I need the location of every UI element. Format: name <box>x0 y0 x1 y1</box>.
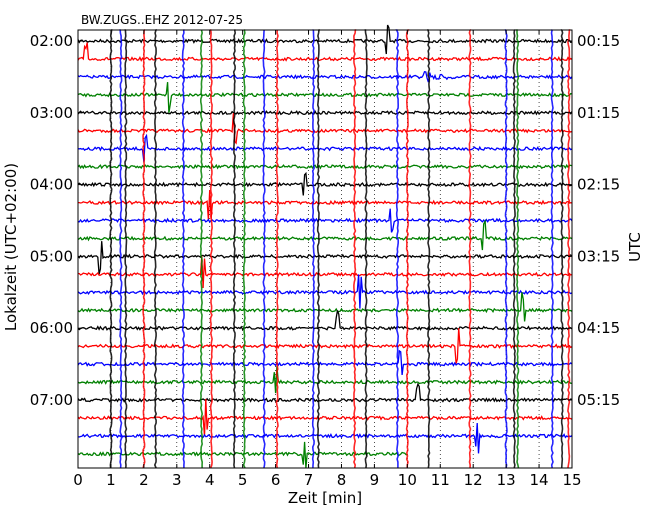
trace-line <box>77 113 573 145</box>
x-tick-label: 6 <box>271 471 281 489</box>
trace-line <box>77 310 573 331</box>
spike-mark <box>109 29 113 469</box>
plot-frame <box>77 29 573 469</box>
right-tick-label: 01:15 <box>577 104 620 122</box>
trace-line <box>77 292 573 322</box>
trace-line <box>77 42 573 62</box>
left-tick-label: 07:00 <box>30 391 73 409</box>
trace-line <box>77 163 573 170</box>
x-tick-label: 12 <box>464 471 483 489</box>
spike-mark <box>119 29 123 469</box>
x-tick-label: 15 <box>562 471 581 489</box>
trace-line <box>77 24 573 55</box>
x-tick-label: 7 <box>304 471 314 489</box>
right-tick-label: 05:15 <box>577 391 620 409</box>
spike-mark <box>560 29 564 469</box>
trace-line <box>77 441 408 469</box>
x-tick-label: 4 <box>205 471 215 489</box>
right-tick-label: 02:15 <box>577 176 620 194</box>
trace-line <box>77 70 573 83</box>
spike-mark <box>316 29 321 469</box>
spike-mark <box>209 29 214 469</box>
spike-mark <box>468 29 472 469</box>
trace-line <box>77 274 573 309</box>
spike-mark <box>567 29 571 469</box>
trace-line <box>77 241 573 275</box>
trace-line <box>77 366 573 394</box>
right-tick-label: 03:15 <box>577 247 620 265</box>
left-tick-label: 06:00 <box>30 319 73 337</box>
spike-mark <box>311 29 316 469</box>
spike-mark <box>153 29 158 469</box>
x-tick-label: 9 <box>370 471 380 489</box>
trace-line <box>77 382 573 403</box>
x-tick-label: 2 <box>139 471 149 489</box>
left-tick-label: 03:00 <box>30 104 73 122</box>
spike-mark <box>516 29 520 469</box>
spike-mark <box>504 29 508 469</box>
x-tick-label: 14 <box>530 471 549 489</box>
seismogram-traces <box>77 24 573 469</box>
spike-mark <box>405 29 410 469</box>
x-tick-label: 5 <box>238 471 248 489</box>
x-tick-label: 0 <box>73 471 83 489</box>
spike-mark <box>364 29 368 469</box>
x-tick-label: 8 <box>337 471 347 489</box>
left-tick-label: 02:00 <box>30 32 73 50</box>
trace-line <box>77 398 573 437</box>
trace-line <box>77 349 573 375</box>
signal-spikes <box>109 29 571 469</box>
x-axis-label: Zeit [min] <box>288 489 362 507</box>
trace-line <box>77 328 573 364</box>
spike-mark <box>181 29 186 468</box>
trace-line <box>78 190 573 220</box>
trace-line <box>77 82 573 114</box>
x-axis-ticks: 0 1 2 3 4 5 6 7 8 9 10 11 12 13 14 15 <box>73 30 582 489</box>
trace-line <box>77 171 573 196</box>
right-y-axis-label: UTC <box>626 232 644 262</box>
chart-title: BW.ZUGS..EHZ 2012-07-25 <box>81 13 243 27</box>
trace-line <box>77 219 573 251</box>
x-tick-label: 13 <box>497 471 516 489</box>
spike-mark <box>124 29 128 469</box>
x-tick-label: 11 <box>431 471 450 489</box>
right-tick-label: 04:15 <box>577 319 620 337</box>
left-tick-label: 05:00 <box>30 247 73 265</box>
spike-mark <box>512 29 516 469</box>
trace-line <box>77 422 573 454</box>
spike-mark <box>242 29 246 469</box>
spike-mark <box>426 29 431 469</box>
right-tick-label: 00:15 <box>577 32 620 50</box>
spike-mark <box>275 29 279 469</box>
left-tick-label: 04:00 <box>30 176 73 194</box>
spike-mark <box>353 29 357 469</box>
x-tick-label: 10 <box>398 471 417 489</box>
spike-mark <box>232 29 237 469</box>
spike-mark <box>262 29 266 469</box>
spike-mark <box>395 29 400 468</box>
trace-line <box>77 255 573 289</box>
trace-line <box>77 133 573 162</box>
spike-mark <box>142 29 146 469</box>
trace-line <box>77 208 573 233</box>
spike-mark <box>550 29 554 469</box>
x-tick-label: 1 <box>106 471 116 489</box>
trace-line <box>77 109 573 116</box>
spike-mark <box>199 29 204 468</box>
left-axis-ticks: 02:00 03:00 04:00 05:00 06:00 07:00 <box>30 32 82 409</box>
x-tick-label: 3 <box>172 471 182 489</box>
right-axis-ticks: 00:15 01:15 02:15 03:15 04:15 05:15 <box>568 32 620 409</box>
left-y-axis-label: Lokalzeit (UTC+02:00) <box>2 163 20 331</box>
